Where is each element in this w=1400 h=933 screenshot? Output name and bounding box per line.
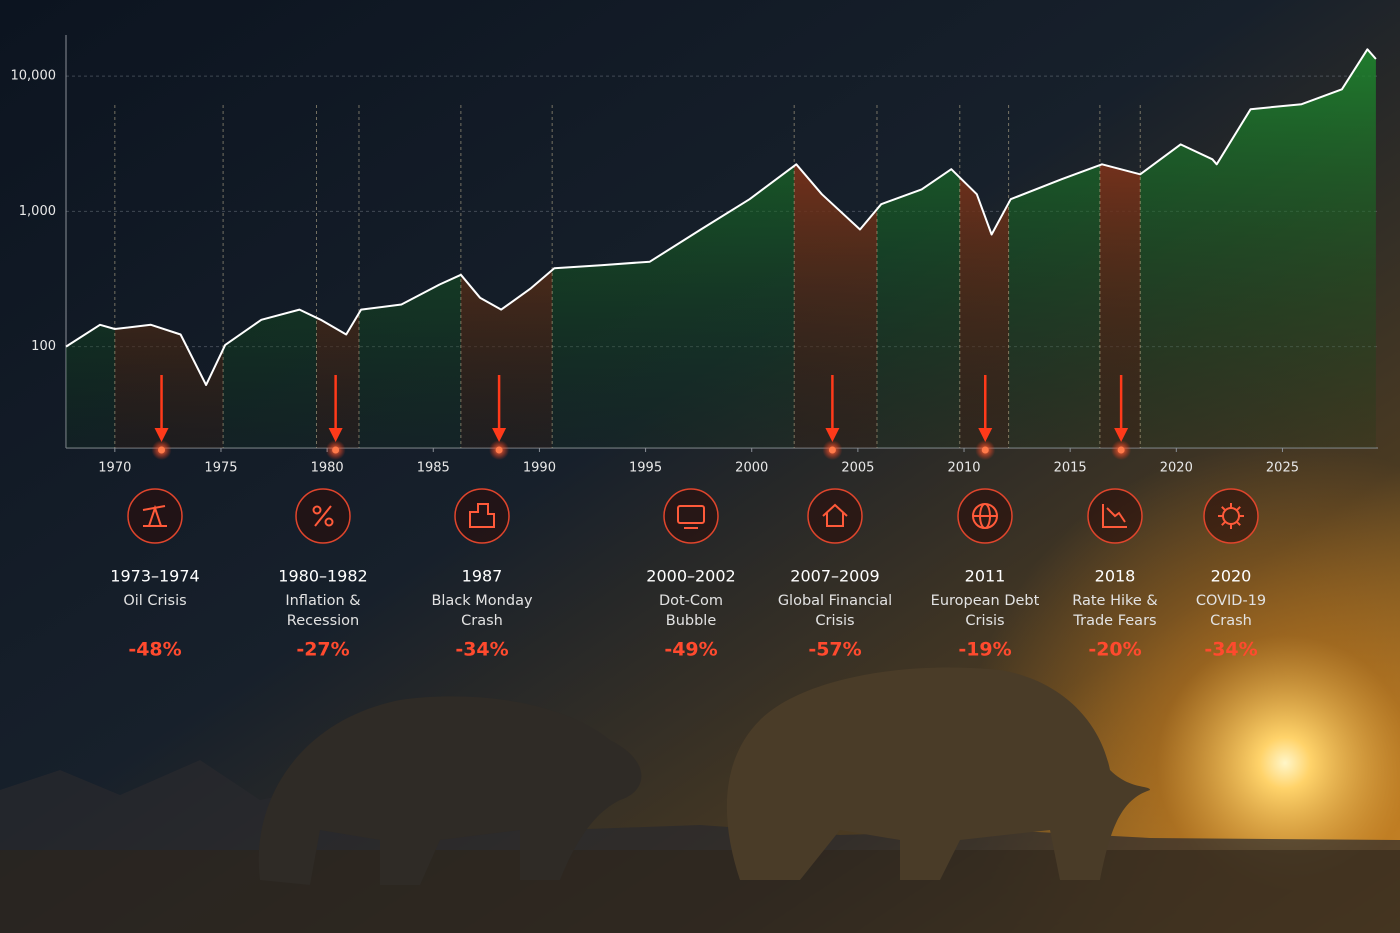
- icon-glyph: [1235, 520, 1241, 526]
- icon-glyph: [677, 505, 705, 524]
- event-drawdown: -34%: [455, 639, 508, 661]
- event-name: Black Monday: [431, 593, 533, 609]
- crash-arrow-head: [492, 428, 507, 442]
- event-name: Oil Crisis: [123, 593, 186, 609]
- event-drawdown: -49%: [664, 639, 717, 661]
- y-tick-label: 10,000: [11, 69, 57, 84]
- x-tick-label: 2005: [841, 461, 874, 476]
- event-drawdown: -48%: [128, 639, 181, 661]
- event-name: Recession: [287, 613, 359, 629]
- icon-glyph: [314, 505, 332, 527]
- event-name: Rate Hike &: [1072, 593, 1158, 609]
- bear: [258, 696, 642, 885]
- event: 2000–2002 Dot-Com Bubble -49%: [646, 488, 736, 661]
- x-tick-label: 2010: [947, 461, 980, 476]
- event-name: Crash: [1210, 613, 1252, 629]
- event-drawdown: -19%: [958, 639, 1011, 661]
- event-drawdown: -27%: [296, 639, 349, 661]
- event-name: Trade Fears: [1072, 613, 1156, 629]
- event-icon-ring: [663, 488, 719, 544]
- event-period: 2011: [965, 567, 1006, 586]
- event-period: 2020: [1211, 567, 1252, 586]
- event-name: European Debt: [931, 593, 1040, 609]
- crash-arrow-head: [1114, 428, 1129, 442]
- event: 2011 European Debt Crisis -19%: [931, 375, 1040, 661]
- event-drawdown: -20%: [1088, 639, 1141, 661]
- event: 1973–1974 Oil Crisis -48%: [110, 375, 200, 661]
- crash-marker: [158, 446, 166, 454]
- icon-glyph: [142, 504, 167, 527]
- event-name: Crisis: [815, 613, 854, 629]
- x-tick-label: 1985: [417, 461, 450, 476]
- event-icon-ring: [454, 488, 510, 544]
- event-period: 1987: [462, 567, 503, 586]
- x-tick-label: 1970: [98, 461, 131, 476]
- event-drawdown: -57%: [808, 639, 861, 661]
- event: 1987 Black Monday Crash -34%: [431, 375, 533, 661]
- icon-glyph: [312, 505, 322, 515]
- crash-arrow-head: [978, 428, 993, 442]
- icon-glyph: [1102, 504, 1127, 528]
- event: 1980–1982 Inflation & Recession -27%: [278, 375, 368, 661]
- price-line: [65, 48, 1377, 386]
- bull: [726, 667, 1150, 880]
- crash-arrow-head: [825, 428, 840, 442]
- up-area: [66, 49, 1376, 449]
- crash-marker: [828, 446, 836, 454]
- event-period: 2018: [1095, 567, 1136, 586]
- event-period: 1973–1974: [110, 567, 199, 586]
- event: 2020 COVID-19 Crash -34%: [1196, 488, 1266, 661]
- icon-glyph: [1221, 506, 1227, 512]
- crash-marker: [981, 446, 989, 454]
- x-tick-label: 2000: [735, 461, 768, 476]
- icon-glyph: [1221, 520, 1227, 526]
- event-period: 2000–2002: [646, 567, 735, 586]
- event-name: Inflation &: [285, 593, 360, 609]
- ground: [0, 850, 1400, 933]
- event-name: Crisis: [965, 613, 1004, 629]
- event: 2007–2009 Global Financial Crisis -57%: [778, 375, 892, 661]
- plot: 100 1,000 10,000 1970 1975 1980 1985 1990 1995 20…: [11, 35, 1378, 661]
- event-name: COVID-19: [1196, 593, 1266, 609]
- x-tick-label: 1975: [204, 461, 237, 476]
- crash-marker: [495, 446, 503, 454]
- icon-glyph: [1235, 506, 1241, 512]
- x-tick-label: 2020: [1160, 461, 1193, 476]
- event-drawdown: -34%: [1204, 639, 1257, 661]
- x-tick-label: 2025: [1266, 461, 1299, 476]
- x-tick-label: 1995: [629, 461, 662, 476]
- event-icon-ring: [807, 488, 863, 544]
- event-name: Dot-Com: [659, 593, 723, 609]
- crash-marker: [1117, 446, 1125, 454]
- icon-glyph: [324, 517, 334, 527]
- event-name: Global Financial: [778, 593, 892, 609]
- icon-glyph: [822, 503, 848, 527]
- x-tick-label: 1990: [523, 461, 556, 476]
- x-tick-label: 2015: [1054, 461, 1087, 476]
- crash-arrow-head: [328, 428, 343, 442]
- x-tick-label: 1980: [311, 461, 344, 476]
- event-period: 2007–2009: [790, 567, 879, 586]
- event-icon-ring: [1203, 488, 1259, 544]
- event: 2018 Rate Hike & Trade Fears -20%: [1072, 375, 1158, 661]
- y-tick-label: 1,000: [19, 204, 56, 219]
- event-icon-ring: [127, 488, 183, 544]
- event-name: Bubble: [666, 613, 717, 629]
- event-name: Crash: [461, 613, 503, 629]
- crash-arrow-head: [154, 428, 169, 442]
- event-period: 1980–1982: [278, 567, 367, 586]
- crash-marker: [332, 446, 340, 454]
- icon-glyph: [469, 503, 495, 528]
- y-tick-label: 100: [31, 339, 56, 354]
